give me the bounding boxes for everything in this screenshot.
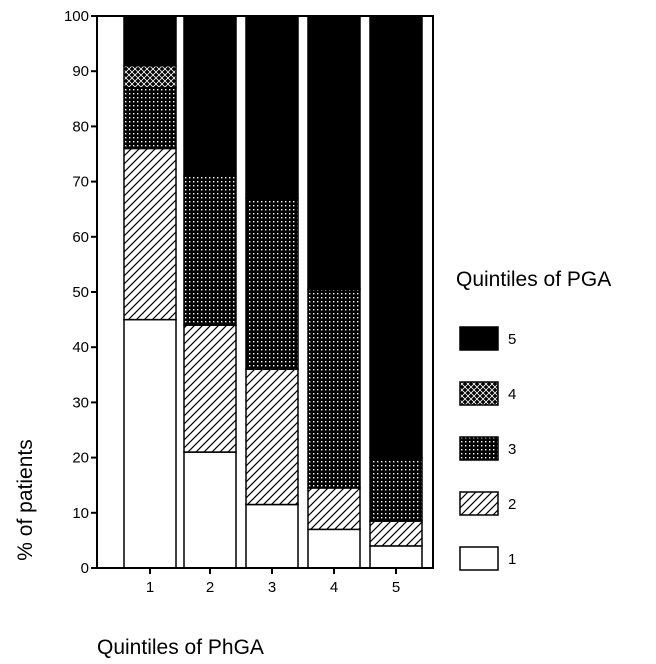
bar-group xyxy=(96,15,434,569)
y-tick-label: 10 xyxy=(72,505,89,522)
bar-segment-5-3 xyxy=(369,456,423,522)
x-tick-label: 3 xyxy=(268,579,276,596)
y-tick-label: 90 xyxy=(72,63,89,80)
legend: Quintiles of PGA 5 4 3 2 1 xyxy=(456,268,611,571)
y-tick-label: 30 xyxy=(72,394,89,411)
bar-segment-5-1 xyxy=(369,545,423,569)
legend-label-4: 4 xyxy=(508,386,516,403)
bar-segment-2-5 xyxy=(183,15,237,177)
bar-segment-3-1 xyxy=(245,503,299,569)
y-tick-label: 40 xyxy=(72,339,89,356)
bar-segment-4-2 xyxy=(307,487,361,531)
legend-swatch-5 xyxy=(459,326,499,351)
bar-segment-1-2 xyxy=(123,147,177,321)
bar-segment-1-1 xyxy=(123,318,177,569)
legend-title: Quintiles of PGA xyxy=(456,268,611,291)
tick-labels: 0 10 20 30 40 50 60 70 80 90 100 1 2 3 4 5 xyxy=(64,8,400,596)
bar-segment-1-3 xyxy=(123,87,177,150)
x-tick-label: 1 xyxy=(146,579,154,596)
x-tick-label: 4 xyxy=(330,579,338,596)
legend-label-3: 3 xyxy=(508,441,516,458)
y-tick-label: 80 xyxy=(72,118,89,135)
bar-segment-3-5 xyxy=(245,15,299,199)
y-tick-label: 20 xyxy=(72,450,89,467)
y-tick-label: 0 xyxy=(81,560,89,577)
x-tick-label: 2 xyxy=(206,579,214,596)
bar-segment-4-1 xyxy=(307,528,361,569)
bar-segment-1-5 xyxy=(123,15,177,67)
legend-label-5: 5 xyxy=(508,331,516,348)
legend-swatch-1 xyxy=(459,546,499,571)
x-tick-label: 5 xyxy=(392,579,400,596)
bar-segment-4-5 xyxy=(307,15,361,290)
bar-segment-2-2 xyxy=(183,324,237,453)
bar-segment-2-1 xyxy=(183,451,237,569)
y-tick-label: 60 xyxy=(72,229,89,246)
legend-label-1: 1 xyxy=(508,551,516,568)
bar-segment-3-2 xyxy=(245,368,299,506)
legend-swatch-4 xyxy=(459,381,499,406)
bar-segment-5-2 xyxy=(369,520,423,547)
bar-segment-5-5 xyxy=(369,15,423,459)
legend-swatch-3 xyxy=(459,436,499,461)
bar-segment-1-4 xyxy=(123,64,177,89)
y-axis-title: % of patients xyxy=(14,439,37,560)
bar-segment-4-3 xyxy=(307,288,361,489)
bar-segment-3-3 xyxy=(245,197,299,371)
y-tick-label: 50 xyxy=(72,284,89,301)
legend-label-2: 2 xyxy=(508,496,516,513)
y-tick-label: 100 xyxy=(64,8,89,25)
bar-segment-2-3 xyxy=(183,175,237,326)
x-axis-title: Quintiles of PhGA xyxy=(97,636,264,659)
legend-swatch-2 xyxy=(459,491,499,516)
y-tick-label: 70 xyxy=(72,174,89,191)
